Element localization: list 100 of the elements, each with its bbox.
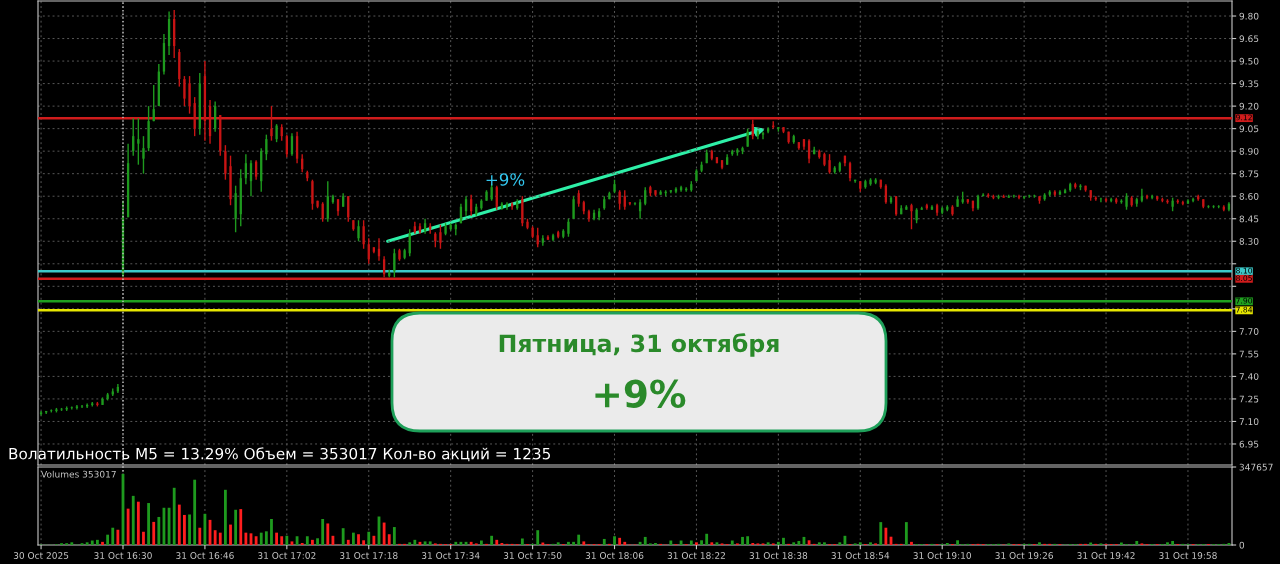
bar <box>270 518 273 545</box>
candlestick <box>623 189 626 211</box>
bar <box>428 541 432 545</box>
candlestick <box>485 189 488 202</box>
candlestick <box>915 207 918 224</box>
candlestick <box>951 204 954 217</box>
bar <box>259 532 263 545</box>
x-tick-label: 31 Oct 18:38 <box>749 552 808 559</box>
candlestick <box>823 151 826 167</box>
bar <box>193 479 197 545</box>
y-tick-label: 9.65 <box>1239 35 1259 43</box>
x-tick-label: 31 Oct 16:30 <box>94 552 152 559</box>
candlestick <box>608 191 611 200</box>
x-tick-label: 31 Oct 19:42 <box>1077 552 1135 559</box>
bar <box>213 530 217 545</box>
candlestick <box>618 189 621 211</box>
bar <box>131 495 135 545</box>
bar <box>536 530 540 545</box>
bar <box>408 542 412 545</box>
bar <box>577 534 581 545</box>
bar <box>792 542 796 545</box>
bar <box>311 539 314 545</box>
candlestick <box>480 198 483 211</box>
candlestick <box>572 195 575 220</box>
bar <box>111 527 115 545</box>
bar <box>372 535 376 545</box>
x-tick-label: 31 Oct 18:22 <box>667 552 725 559</box>
bar <box>142 531 145 545</box>
bar <box>1135 540 1139 545</box>
bar <box>126 508 130 545</box>
bar <box>229 524 232 545</box>
candlestick <box>1120 198 1123 205</box>
bar <box>869 542 872 545</box>
y-tick-label: 7.25 <box>1239 395 1259 403</box>
candlestick <box>905 204 908 211</box>
bar <box>357 534 360 545</box>
bar <box>223 489 227 545</box>
candlestick <box>1207 204 1210 209</box>
bar <box>858 542 862 545</box>
candlestick <box>654 189 657 197</box>
y-tick-label: 0 <box>1239 541 1245 549</box>
y-tick-label: 9.20 <box>1239 102 1259 110</box>
candlestick <box>101 396 104 406</box>
candlestick <box>1212 204 1215 209</box>
candlestick <box>736 147 739 157</box>
y-tick-label: 8.75 <box>1239 170 1259 178</box>
bar <box>321 518 325 545</box>
bar <box>766 542 770 545</box>
bar <box>152 521 156 545</box>
candlestick <box>234 185 237 233</box>
bar <box>500 542 504 545</box>
bar <box>751 542 755 545</box>
bar <box>106 534 110 545</box>
candlestick <box>869 177 872 187</box>
bar <box>746 536 750 545</box>
bar <box>623 541 627 545</box>
x-tick-label: 31 Oct 18:54 <box>831 552 890 559</box>
candlestick <box>96 401 99 408</box>
candlestick <box>741 145 744 155</box>
candlestick <box>521 195 524 227</box>
bar <box>700 540 703 545</box>
bar <box>362 540 366 545</box>
bar <box>157 516 161 545</box>
bar <box>392 527 396 545</box>
bar <box>275 532 278 545</box>
y-tick-label: 8.90 <box>1239 147 1259 155</box>
candlestick <box>106 392 109 402</box>
bar <box>1171 540 1175 545</box>
x-tick-label: 31 Oct 17:34 <box>421 552 480 559</box>
candlestick <box>142 135 145 175</box>
candlestick <box>1002 194 1005 199</box>
bar <box>705 533 709 545</box>
bar <box>351 532 355 545</box>
candlestick <box>188 75 191 115</box>
bar <box>70 542 74 545</box>
bar <box>669 540 673 545</box>
bar <box>797 540 801 545</box>
candlestick <box>393 248 396 278</box>
bar <box>556 542 560 545</box>
bar <box>602 538 606 545</box>
bar <box>776 541 780 545</box>
candlestick <box>1084 185 1087 193</box>
x-tick-label: 31 Oct 19:26 <box>995 552 1053 559</box>
candlestick <box>910 203 913 230</box>
y-tick-label: 347657 <box>1239 463 1273 471</box>
bar <box>90 540 94 545</box>
candlestick <box>992 194 995 200</box>
candlestick <box>644 186 647 206</box>
bar <box>956 540 959 545</box>
bar <box>741 536 744 545</box>
bar <box>823 542 826 545</box>
annotation: Волатильность M5 = 13.29% Объем = 353017 Кол-во акций = 1235 <box>9 447 551 462</box>
bar <box>1038 542 1041 545</box>
bar <box>239 509 243 545</box>
candlestick <box>864 178 867 190</box>
candlestick <box>874 177 877 185</box>
candlestick <box>956 195 959 208</box>
bar <box>1166 542 1169 545</box>
candlestick <box>746 127 749 148</box>
bar <box>618 537 622 545</box>
